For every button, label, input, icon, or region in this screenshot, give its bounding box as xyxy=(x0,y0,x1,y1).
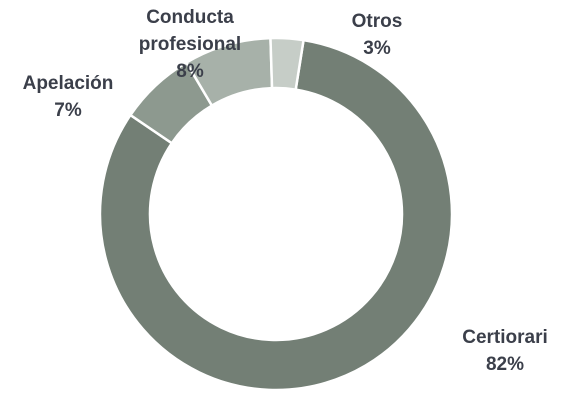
category-label: Conducta profesional xyxy=(138,7,242,55)
value-label: 7% xyxy=(54,100,82,121)
slice-label: Certiorari 82% xyxy=(445,324,565,378)
slice-label: Apelación 7% xyxy=(3,70,133,124)
value-label: 8% xyxy=(176,61,204,82)
donut-slice xyxy=(98,38,454,392)
value-label: 82% xyxy=(485,354,525,375)
slice-label: Otros 3% xyxy=(337,8,417,62)
value-label: 3% xyxy=(363,38,391,59)
slice-label: Conducta profesional 8% xyxy=(120,4,260,85)
category-label: Otros xyxy=(351,11,403,32)
donut-slice xyxy=(269,36,305,91)
category-label: Certiorari xyxy=(462,327,548,348)
category-label: Apelación xyxy=(22,73,114,94)
